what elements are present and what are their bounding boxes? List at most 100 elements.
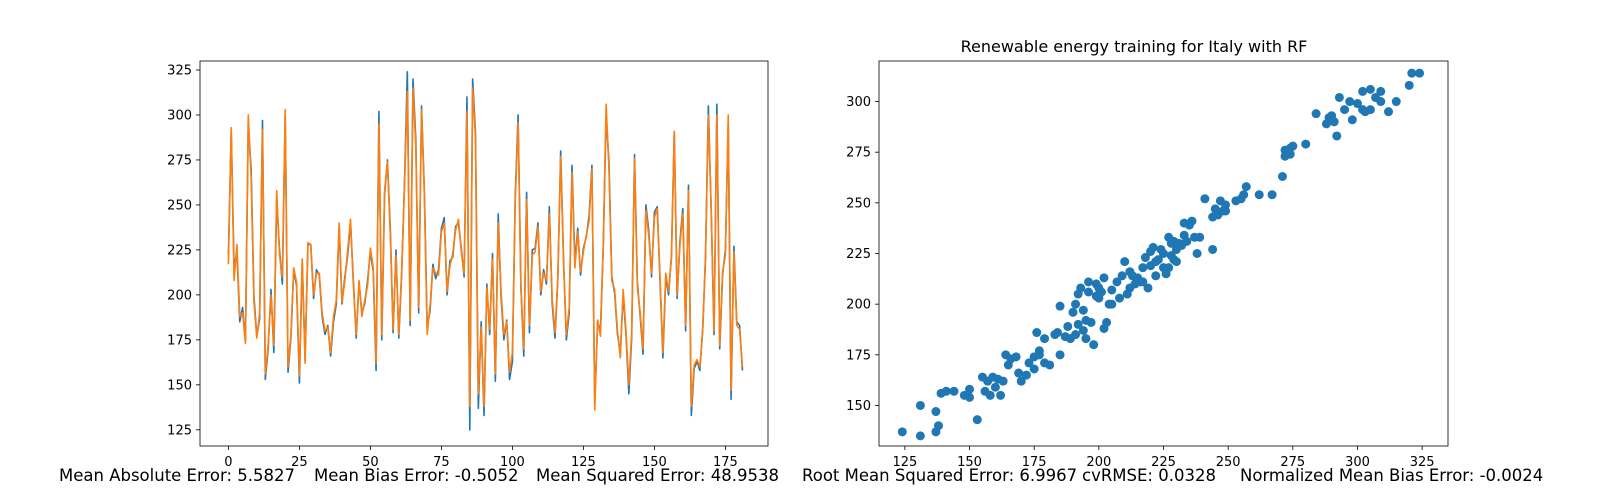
scatter-point	[915, 431, 925, 441]
scatter-point	[1120, 257, 1130, 267]
x-tick-label: 25	[291, 455, 308, 470]
scatter-point	[1334, 92, 1344, 102]
scatter-point	[1029, 364, 1039, 374]
scatter-point	[1329, 117, 1339, 127]
x-tick-label: 50	[362, 455, 379, 470]
scatter-point	[1332, 131, 1342, 141]
scatter-point	[1164, 263, 1174, 273]
scatter-point	[1040, 334, 1050, 344]
scatter-point	[1352, 99, 1362, 109]
scatter-point	[1052, 328, 1062, 338]
series-line-2	[227, 87, 744, 411]
scatter-point	[1267, 190, 1277, 200]
y-tick-label: 300	[167, 108, 192, 123]
scatter-point	[1014, 368, 1024, 378]
y-tick-label: 250	[167, 198, 192, 213]
scatter-point	[1311, 109, 1321, 119]
scatter-point	[941, 386, 951, 396]
scatter-point	[1153, 255, 1163, 265]
scatter-point	[996, 390, 1006, 400]
scatter-point	[1404, 80, 1414, 90]
scatter-point	[1078, 305, 1088, 315]
scatter-point	[1086, 317, 1096, 327]
metric-normalized-mean-bias-error: Normalized Mean Bias Error: -0.0024	[1240, 466, 1544, 485]
scatter-point	[965, 384, 975, 394]
scatter-point	[1102, 317, 1112, 327]
y-tick-label: 175	[846, 348, 871, 363]
scatter-point	[1034, 350, 1044, 360]
scatter-point	[1016, 376, 1026, 386]
scatter-point	[1407, 68, 1417, 78]
scatter-point	[1376, 97, 1386, 107]
scatter-point	[1073, 319, 1083, 329]
scatter-point	[1171, 257, 1181, 267]
scatter-point	[1055, 350, 1065, 360]
y-tick-label: 250	[846, 196, 871, 211]
x-tick-label: 125	[571, 455, 596, 470]
x-tick-label: 250	[1216, 455, 1241, 470]
scatter-point	[897, 427, 907, 437]
scatter-point	[965, 392, 975, 402]
y-tick-label: 150	[846, 399, 871, 414]
scatter-point	[931, 407, 941, 417]
scatter-point	[1376, 86, 1386, 96]
y-tick-label: 300	[846, 95, 871, 110]
scatter-point	[1068, 307, 1078, 317]
y-tick-label: 150	[167, 378, 192, 393]
scatter-point	[1081, 334, 1091, 344]
scatter-point	[1143, 283, 1153, 293]
scatter-point	[1011, 352, 1021, 362]
x-tick-label: 275	[1280, 455, 1305, 470]
metric-cvrmse: cvRMSE: 0.0328	[1082, 466, 1216, 485]
scatter-point	[1358, 86, 1368, 96]
scatter-point	[1089, 340, 1099, 350]
scatter-point	[933, 421, 943, 431]
y-tick-label: 175	[167, 333, 192, 348]
y-tick-label: 200	[846, 298, 871, 313]
scatter-point	[1021, 370, 1031, 380]
x-tick-label: 300	[1345, 455, 1370, 470]
x-tick-label: 325	[1410, 455, 1435, 470]
scatter-point	[1347, 115, 1357, 125]
x-tick-label: 125	[892, 455, 917, 470]
scatter-point	[1138, 263, 1148, 273]
scatter-point	[1024, 358, 1034, 368]
metrics-bar: Mean Absolute Error: 5.5827 Mean Bias Er…	[0, 466, 1600, 492]
scatter-point	[1345, 97, 1355, 107]
y-tick-label: 275	[167, 153, 192, 168]
scatter-point	[1241, 182, 1251, 192]
scatter-point	[1151, 271, 1161, 281]
scatter-point	[1221, 206, 1231, 216]
scatter-point	[1115, 293, 1125, 303]
scatter-point	[1099, 273, 1109, 283]
scatter-point	[1200, 194, 1210, 204]
scatter-chart: 125 150 175 200 225 250 275 300 325 150 175 200 225 2…	[846, 60, 1449, 470]
scatter-point	[1107, 285, 1117, 295]
scatter-point	[1071, 330, 1081, 340]
scatter-point	[1071, 299, 1081, 309]
scatter-point	[1288, 141, 1298, 151]
scatter-point	[1096, 287, 1106, 297]
scatter-point	[1415, 68, 1425, 78]
scatter-point	[1078, 326, 1088, 335]
scatter-point	[1391, 97, 1401, 107]
x-tick-label: 100	[500, 455, 525, 470]
scatter-point	[998, 376, 1008, 386]
x-tick-label: 75	[433, 455, 450, 470]
plot-frame	[878, 60, 1449, 447]
x-tick-label: 175	[1022, 455, 1047, 470]
metric-mean-squared-error: Mean Squared Error: 48.9538	[536, 466, 779, 485]
x-tick-label: 0	[224, 455, 232, 470]
scatter-point	[1301, 139, 1311, 149]
scatter-point	[1055, 301, 1065, 311]
y-tick-label: 225	[846, 247, 871, 262]
y-tick-label: 325	[167, 63, 192, 78]
scatter-point	[1084, 287, 1093, 297]
scatter-point	[1187, 216, 1197, 226]
scatter-point	[1148, 242, 1158, 252]
x-tick-label: 225	[1151, 455, 1176, 470]
scatter-point	[1117, 271, 1127, 281]
y-tick-label: 125	[167, 423, 192, 438]
metric-mean-absolute-error: Mean Absolute Error: 5.5827	[59, 466, 296, 485]
